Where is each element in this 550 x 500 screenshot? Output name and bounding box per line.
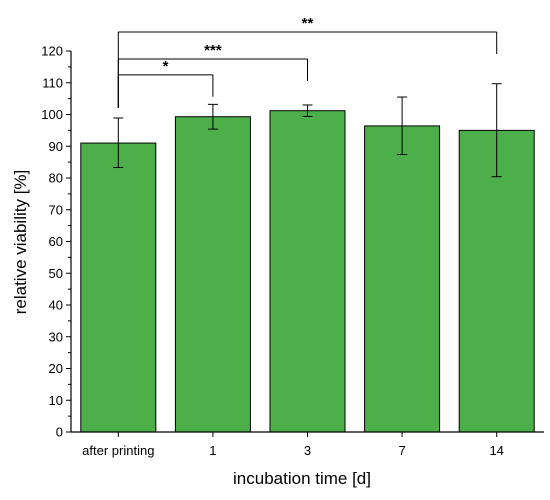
y-axis-title: relative viability [%]	[11, 170, 30, 315]
y-tick-label: 10	[49, 393, 63, 408]
x-tick-label: 1	[209, 443, 216, 458]
x-tick-label: 14	[489, 443, 503, 458]
x-tick-label: 3	[304, 443, 311, 458]
bar	[458, 129, 535, 433]
y-tick-label: 90	[49, 139, 63, 154]
y-tick-label: 80	[49, 171, 63, 186]
y-tick-label: 60	[49, 234, 63, 249]
y-tick-label: 20	[49, 361, 63, 376]
bar	[269, 110, 346, 433]
y-tick-label: 70	[49, 202, 63, 217]
y-tick-label: 40	[49, 298, 63, 313]
x-tick-label: after printing	[82, 443, 154, 458]
bar	[364, 125, 441, 433]
significance-label: *	[163, 58, 169, 75]
y-tick-label: 30	[49, 329, 63, 344]
y-tick-label: 110	[42, 75, 63, 90]
axes-layer: 0 10 20 30 40 50 60 70 80 90 100 110 120 after printi…	[41, 44, 544, 458]
y-tick-label: 50	[49, 266, 63, 281]
error-bars-layer	[113, 83, 502, 178]
bar	[174, 116, 251, 433]
y-tick-label: 120	[41, 44, 63, 59]
significance-layer: ******	[117, 15, 498, 108]
x-axis-title: incubation time [d]	[233, 469, 371, 488]
significance-label: **	[302, 15, 314, 32]
x-tick-label: 7	[398, 443, 405, 458]
y-tick-label: 100	[41, 107, 63, 122]
y-tick-label: 0	[56, 425, 63, 440]
significance-label: ***	[204, 42, 222, 59]
bar	[80, 142, 157, 433]
bars-layer	[80, 110, 535, 433]
